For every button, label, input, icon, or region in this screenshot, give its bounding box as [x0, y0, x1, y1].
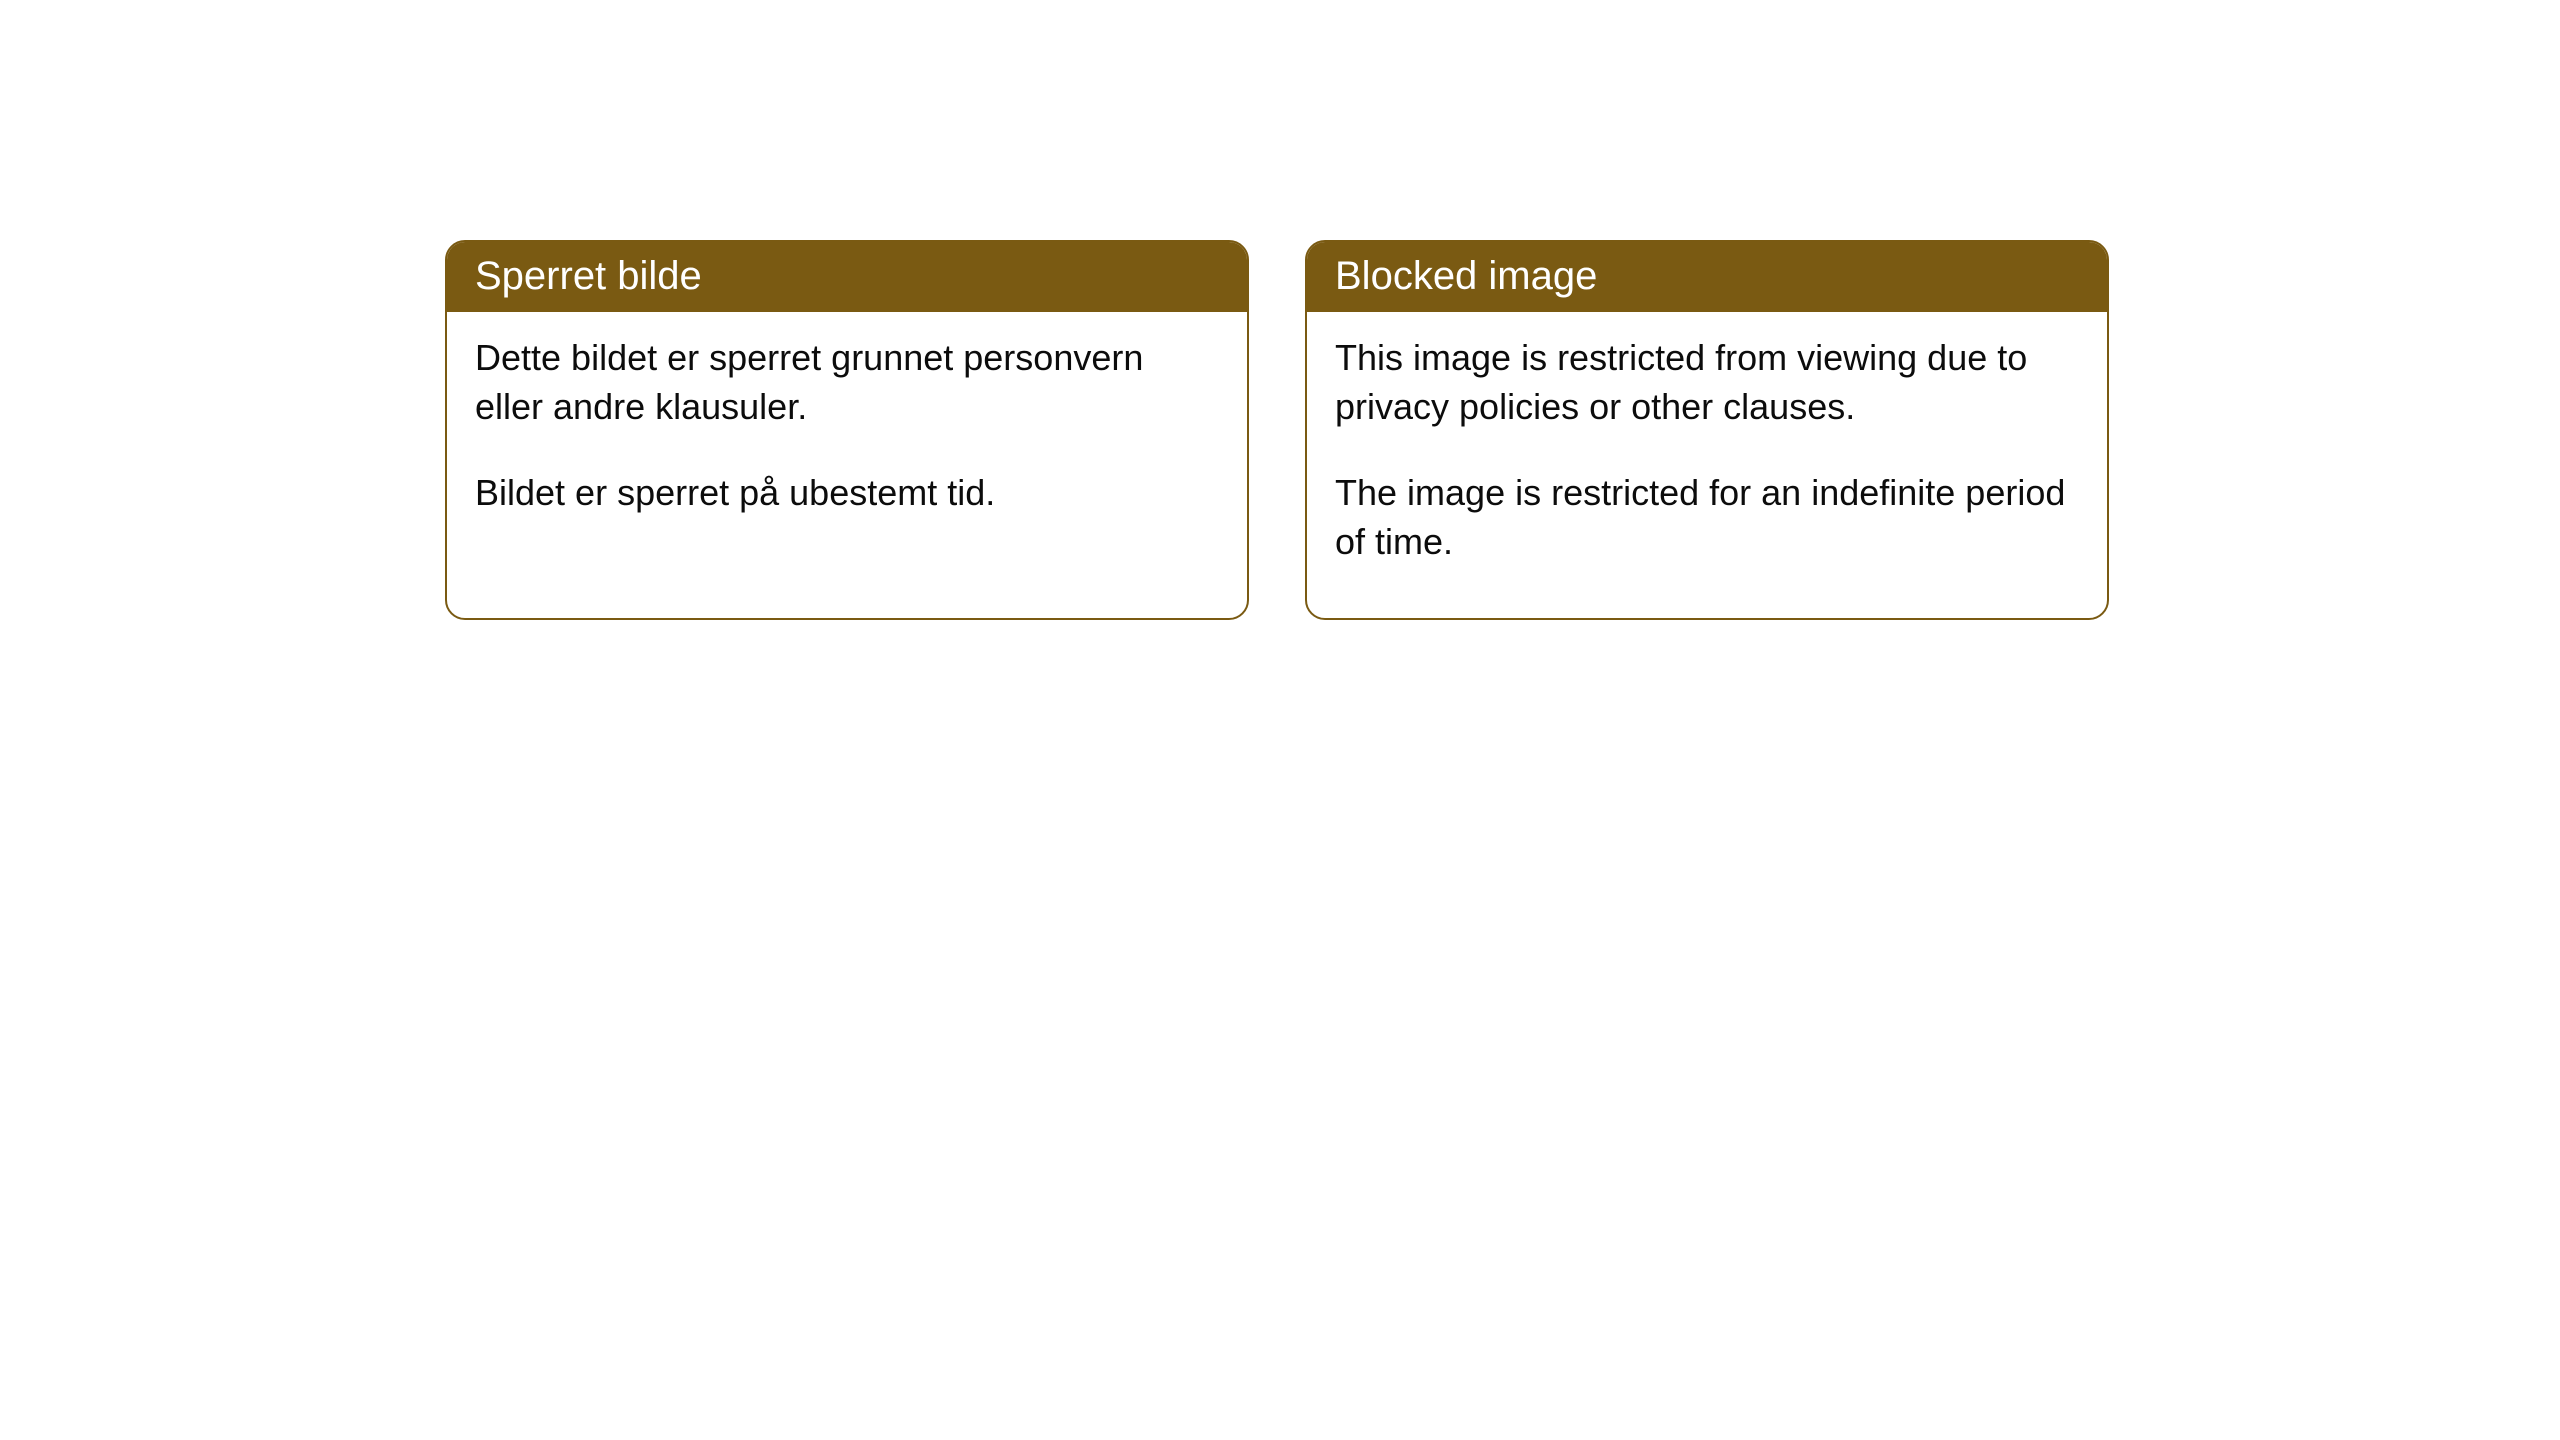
card-body-english: This image is restricted from viewing du… [1307, 312, 2107, 618]
card-text-paragraph: This image is restricted from viewing du… [1335, 334, 2079, 431]
card-header-english: Blocked image [1307, 242, 2107, 312]
notice-card-english: Blocked image This image is restricted f… [1305, 240, 2109, 620]
card-header-norwegian: Sperret bilde [447, 242, 1247, 312]
card-text-paragraph: The image is restricted for an indefinit… [1335, 469, 2079, 566]
card-text-paragraph: Dette bildet er sperret grunnet personve… [475, 334, 1219, 431]
notice-card-norwegian: Sperret bilde Dette bildet er sperret gr… [445, 240, 1249, 620]
notice-container: Sperret bilde Dette bildet er sperret gr… [0, 0, 2560, 620]
card-text-paragraph: Bildet er sperret på ubestemt tid. [475, 469, 1219, 518]
card-body-norwegian: Dette bildet er sperret grunnet personve… [447, 312, 1247, 570]
